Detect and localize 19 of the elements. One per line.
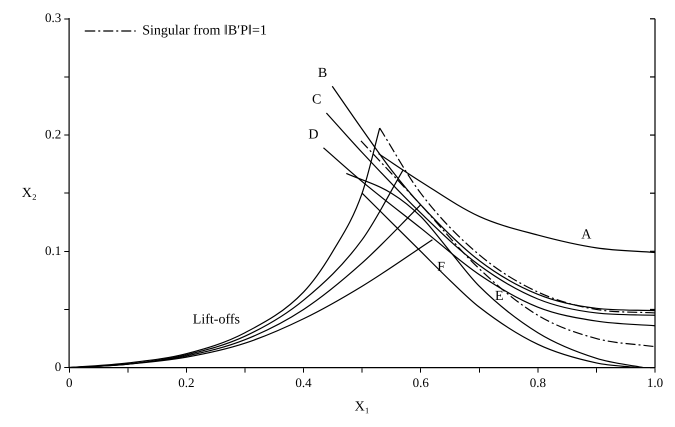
annotation: E <box>495 289 504 304</box>
x-tick-label: 0 <box>66 374 72 390</box>
y-axis-title: X₂ <box>22 186 37 201</box>
x-tick-label: 0.4 <box>295 374 312 390</box>
x-tick-label: 0.8 <box>530 374 546 390</box>
y-tick-label: 0.3 <box>45 10 62 26</box>
x-tick-label: 1.0 <box>646 374 664 390</box>
x-axis-title: X₁ <box>354 399 370 414</box>
x-tick-label: 0.6 <box>412 374 430 390</box>
annotation: D <box>308 128 318 143</box>
annotation: Lift-offs <box>192 312 240 328</box>
annotation: A <box>581 228 592 243</box>
x-tick-label: 0.2 <box>178 374 195 390</box>
y-tick-label: 0.1 <box>45 242 62 258</box>
y-tick-label: 0.2 <box>45 126 62 142</box>
annotation: B <box>318 66 328 81</box>
annotation: C <box>312 92 322 108</box>
legend-label: Singular from ‖B′P‖=1 <box>142 24 267 39</box>
y-tick-label: 0 <box>54 359 62 374</box>
